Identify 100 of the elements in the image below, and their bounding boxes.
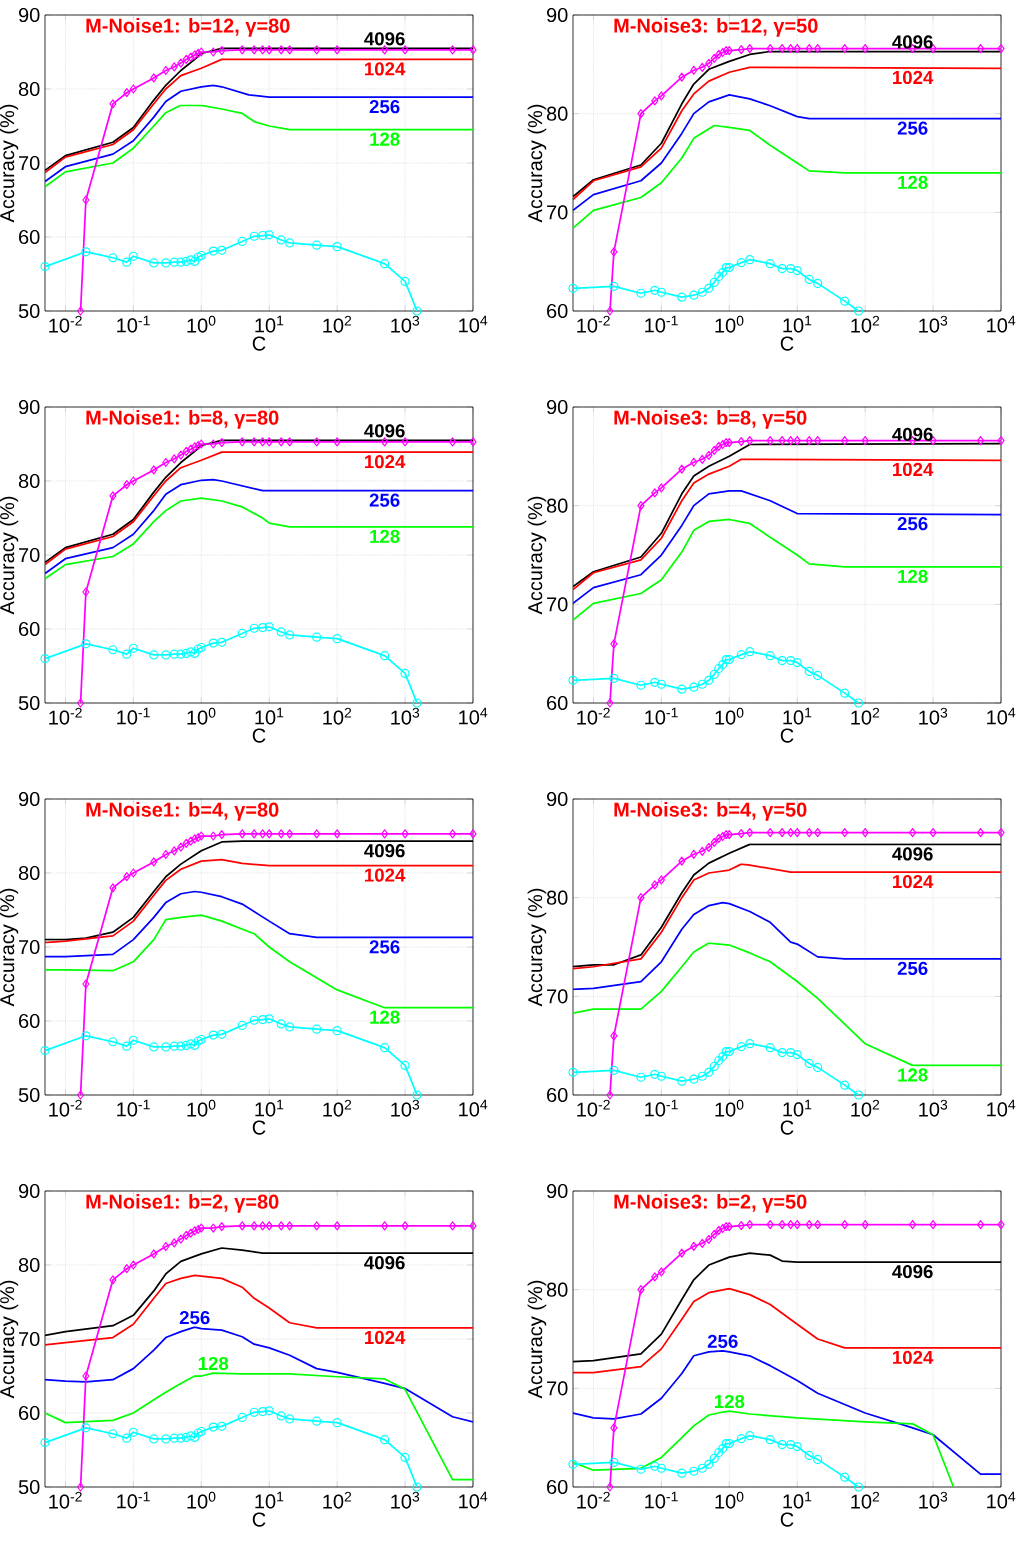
annotation: 256 xyxy=(369,940,400,954)
annotation: 4096 xyxy=(364,844,405,858)
x-tick-label: 10$^{0}$ xyxy=(715,1491,744,1509)
annotation: 256 xyxy=(897,517,928,531)
x-tick-label: 10$^{3}$ xyxy=(391,1099,420,1117)
x-tick-label: 10$^{4}$ xyxy=(459,1099,488,1117)
x-tick-label: 10$^{3}$ xyxy=(391,1491,420,1509)
y-tick-label: 90 xyxy=(546,7,568,23)
x-tick-label: 10$^{-2}$ xyxy=(49,1099,82,1117)
x-tick-label: 10$^{4}$ xyxy=(459,1491,488,1509)
y-tick-label: 70 xyxy=(19,155,40,171)
annotation: 4096 xyxy=(364,32,405,46)
x-tick-label: 10$^{-2}$ xyxy=(577,707,610,725)
x-tick-label: 10$^{1}$ xyxy=(255,1491,284,1509)
y-axis-title: Accuracy (%) xyxy=(527,104,547,223)
x-tick-label: 10$^{0}$ xyxy=(715,315,744,333)
annotation: 256 xyxy=(897,961,928,976)
x-tick-label: 10$^{2}$ xyxy=(323,1491,352,1509)
y-tick-label: 90 xyxy=(18,399,40,415)
annotation: 4096 xyxy=(892,1264,933,1279)
y-tick-label: 80 xyxy=(18,1257,40,1273)
x-tick-label: 10$^{4}$ xyxy=(987,1491,1016,1509)
y-tick-label: 70 xyxy=(547,597,568,612)
x-tick-label: 10$^{2}$ xyxy=(323,315,352,333)
chart-title: M-Noise3: b=12, γ=50 xyxy=(614,18,818,37)
y-tick-label: 90 xyxy=(18,7,40,23)
y-tick-label: 70 xyxy=(19,547,40,563)
annotation: 1024 xyxy=(365,455,406,469)
y-tick-label: 80 xyxy=(18,81,40,97)
x-tick-label: 10$^{1}$ xyxy=(255,315,284,333)
annotation: 1024 xyxy=(365,1330,406,1345)
x-tick-label: 10$^{-1}$ xyxy=(645,707,678,725)
x-tick-label: 10$^{-2}$ xyxy=(577,1491,610,1509)
x-tick-label: 10$^{-2}$ xyxy=(49,707,82,725)
annotation: 4096 xyxy=(892,847,933,861)
x-axis-title: C xyxy=(780,1120,794,1135)
y-tick-label: 60 xyxy=(19,621,40,637)
x-tick-label: 10$^{1}$ xyxy=(783,707,812,725)
annotation: 128 xyxy=(898,1068,928,1082)
annotation: 1024 xyxy=(893,462,934,477)
y-axis-title: Accuracy (%) xyxy=(0,104,19,223)
y-axis-title: Accuracy (%) xyxy=(527,888,547,1007)
x-axis-title: C xyxy=(780,1512,794,1527)
y-tick-label: 90 xyxy=(18,1183,40,1199)
annotation: 1024 xyxy=(893,70,934,85)
x-tick-label: 10$^{-1}$ xyxy=(117,707,150,725)
annotation: 4096 xyxy=(892,427,933,441)
x-tick-label: 10$^{4}$ xyxy=(987,707,1016,725)
x-axis-title: C xyxy=(252,336,266,351)
x-tick-label: 10$^{-2}$ xyxy=(49,1491,82,1509)
y-tick-label: 70 xyxy=(19,939,40,955)
y-axis-title: Accuracy (%) xyxy=(527,1280,547,1399)
y-tick-label: 60 xyxy=(547,1479,568,1495)
y-tick-label: 50 xyxy=(18,303,40,319)
x-tick-label: 10$^{0}$ xyxy=(715,707,744,725)
y-tick-label: 80 xyxy=(546,106,568,121)
x-tick-label: 10$^{1}$ xyxy=(783,315,812,333)
x-tick-label: 10$^{3}$ xyxy=(391,315,420,333)
y-tick-label: 60 xyxy=(19,1405,40,1421)
annotation: 256 xyxy=(179,1311,210,1325)
y-tick-label: 80 xyxy=(18,473,40,489)
x-tick-label: 10$^{3}$ xyxy=(919,707,948,725)
x-tick-label: 10$^{1}$ xyxy=(255,1099,284,1117)
annotation: 4096 xyxy=(892,35,933,49)
x-tick-label: 10$^{-2}$ xyxy=(577,1099,610,1117)
y-tick-label: 60 xyxy=(547,1087,568,1103)
annotation: 256 xyxy=(897,121,928,135)
annotation: 256 xyxy=(707,1334,738,1348)
y-tick-label: 60 xyxy=(19,229,40,245)
x-tick-label: 10$^{-2}$ xyxy=(49,315,82,333)
x-tick-label: 10$^{3}$ xyxy=(919,315,948,333)
x-tick-label: 10$^{1}$ xyxy=(783,1491,812,1509)
y-tick-label: 90 xyxy=(546,791,568,807)
x-tick-label: 10$^{1}$ xyxy=(783,1099,812,1117)
x-tick-label: 10$^{1}$ xyxy=(255,707,284,725)
x-tick-label: 10$^{2}$ xyxy=(851,707,880,725)
x-tick-label: 10$^{2}$ xyxy=(851,1099,880,1117)
annotation: 128 xyxy=(898,175,928,190)
annotation: 128 xyxy=(370,132,400,146)
y-tick-label: 90 xyxy=(546,399,568,415)
y-tick-label: 90 xyxy=(18,791,40,807)
x-tick-label: 10$^{0}$ xyxy=(187,1099,216,1117)
x-tick-label: 10$^{4}$ xyxy=(459,707,488,725)
x-tick-label: 10$^{-1}$ xyxy=(117,315,150,333)
x-tick-label: 10$^{-1}$ xyxy=(645,1099,678,1117)
chart-title: M-Noise3: b=4, γ=50 xyxy=(614,802,807,821)
x-tick-label: 10$^{2}$ xyxy=(851,1491,880,1509)
y-tick-label: 80 xyxy=(546,890,568,905)
annotation: 1024 xyxy=(365,868,406,882)
annotation: 128 xyxy=(370,1010,400,1024)
chart-title: M-Noise1: b=4, γ=80 xyxy=(86,802,279,821)
chart-title: M-Noise3: b=2, γ=50 xyxy=(614,1194,807,1213)
x-tick-label: 10$^{0}$ xyxy=(187,707,216,725)
y-tick-label: 70 xyxy=(547,1381,568,1396)
x-tick-label: 10$^{3}$ xyxy=(919,1491,948,1509)
annotation: 128 xyxy=(898,569,928,583)
y-tick-label: 70 xyxy=(547,205,568,220)
x-axis-title: C xyxy=(252,1120,266,1135)
chart-title: M-Noise1: b=2, γ=80 xyxy=(86,1194,279,1213)
y-tick-label: 60 xyxy=(547,303,568,319)
